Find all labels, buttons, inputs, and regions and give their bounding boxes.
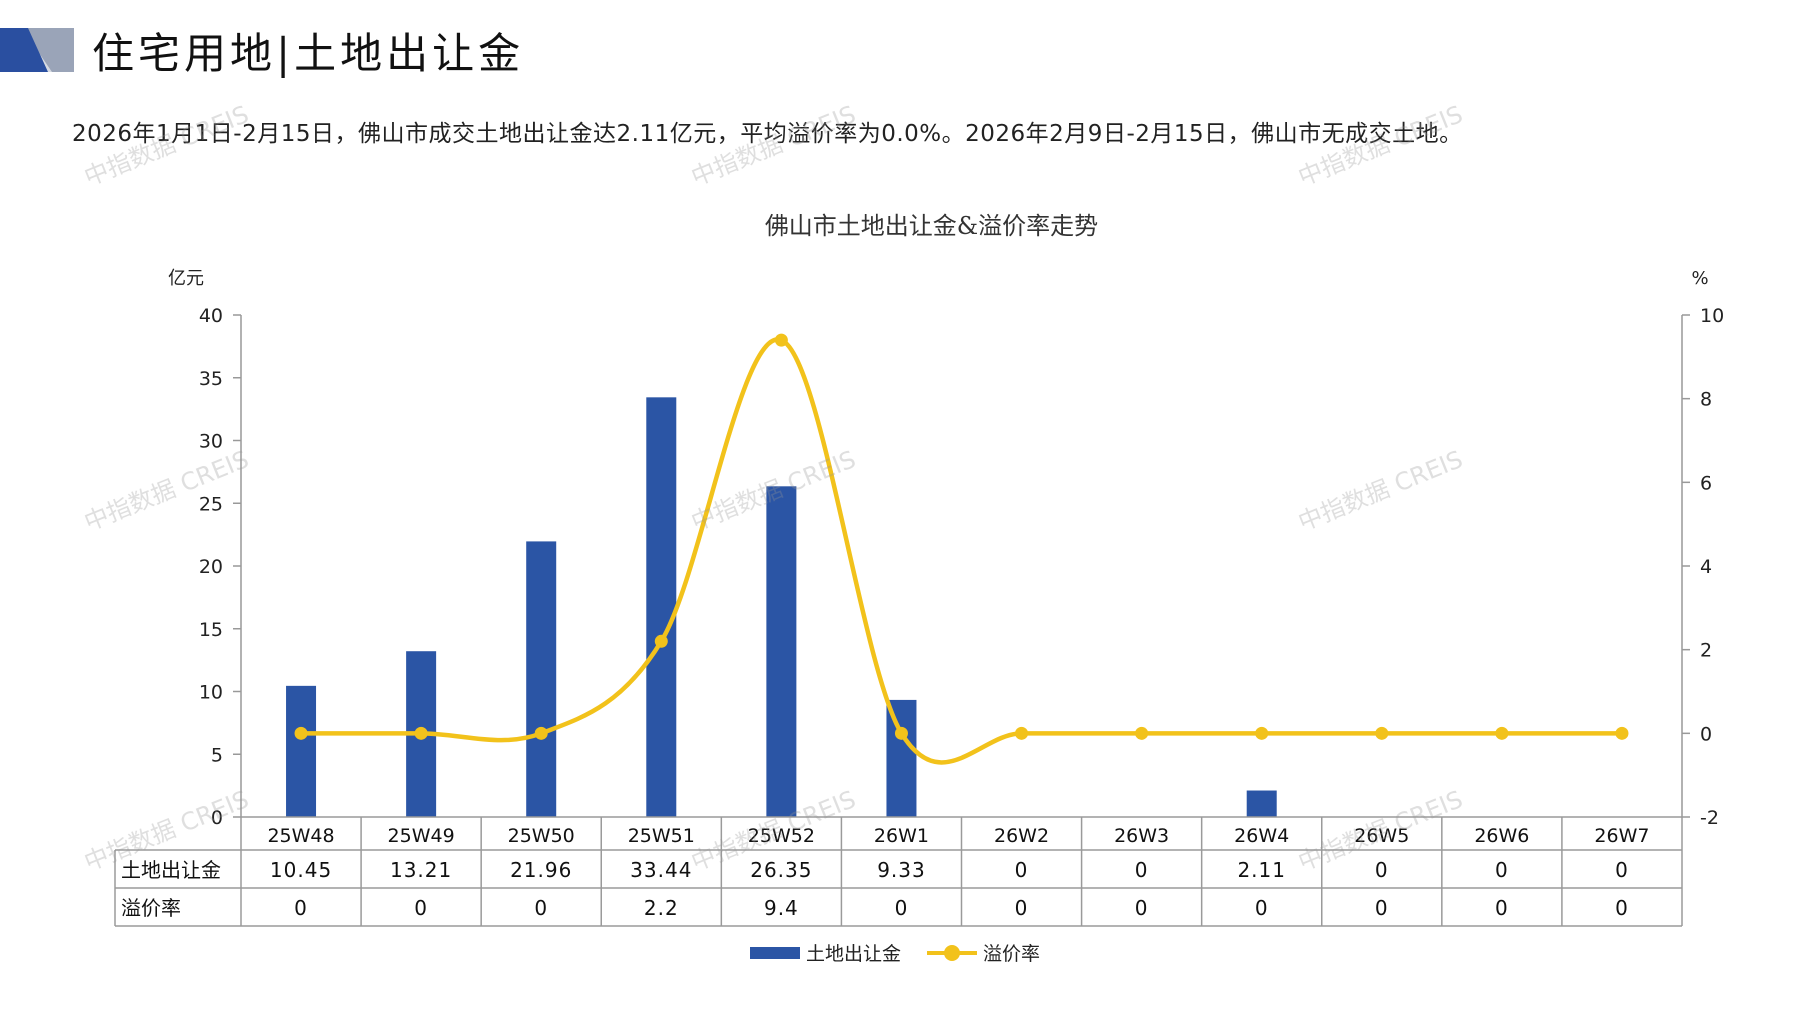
bar-26W1 bbox=[886, 699, 917, 817]
premium-rate-point-25W50 bbox=[534, 726, 548, 740]
left-axis-unit: 亿元 bbox=[168, 268, 204, 289]
premium-rate-point-26W7 bbox=[1615, 726, 1629, 740]
table-cell-land-fee: 9.33 bbox=[877, 858, 926, 882]
right-axis-tick-label: 4 bbox=[1700, 556, 1712, 578]
right-axis-tick-label: 8 bbox=[1700, 389, 1712, 411]
chart-title: 佛山市土地出让金&溢价率走势 bbox=[765, 212, 1098, 240]
left-axis-tick-label: 25 bbox=[199, 493, 223, 515]
premium-rate-point-25W51 bbox=[654, 634, 668, 648]
table-cell-land-fee: 13.21 bbox=[390, 858, 452, 882]
bar-25W51 bbox=[646, 397, 677, 817]
right-axis-tick-label: 10 bbox=[1700, 305, 1724, 327]
logo-shape-gray bbox=[22, 28, 74, 72]
x-axis-label-25W50: 25W50 bbox=[508, 825, 575, 847]
page-title: 住宅用地|土地出让金 bbox=[92, 29, 525, 78]
summary-text: 2026年1月1日-2月15日，佛山市成交土地出让金达2.11亿元，平均溢价率为… bbox=[72, 121, 1463, 147]
table-cell-premium-rate: 0 bbox=[414, 896, 428, 920]
legend-label-land-fee: 土地出让金 bbox=[806, 943, 902, 965]
table-cell-premium-rate: 0 bbox=[1375, 896, 1389, 920]
table-cell-land-fee: 26.35 bbox=[750, 858, 812, 882]
table-cell-land-fee: 2.11 bbox=[1237, 858, 1286, 882]
table-cell-premium-rate: 0 bbox=[1615, 896, 1629, 920]
table-cell-premium-rate: 0 bbox=[895, 896, 909, 920]
premium-rate-point-26W2 bbox=[1015, 726, 1029, 740]
table-row-header-land-fee: 土地出让金 bbox=[121, 858, 221, 882]
x-axis-label-26W2: 26W2 bbox=[994, 825, 1049, 847]
right-axis-tick-label: 2 bbox=[1700, 640, 1712, 662]
left-axis-tick-label: 10 bbox=[199, 682, 223, 704]
table-cell-land-fee: 0 bbox=[1015, 858, 1029, 882]
left-axis-tick-label: 40 bbox=[199, 305, 223, 327]
chart-legend: 土地出让金 溢价率 bbox=[750, 939, 1066, 966]
legend-swatch-bar bbox=[750, 946, 800, 959]
legend-item-premium-rate: 溢价率 bbox=[927, 939, 1040, 966]
left-axis-tick-label: 35 bbox=[199, 368, 223, 390]
table-cell-land-fee: 21.96 bbox=[510, 858, 572, 882]
table-cell-land-fee: 10.45 bbox=[270, 858, 332, 882]
table-cell-premium-rate: 9.4 bbox=[764, 896, 799, 920]
x-axis-label-26W7: 26W7 bbox=[1594, 825, 1649, 847]
x-axis-label-25W48: 25W48 bbox=[267, 825, 334, 847]
premium-rate-point-26W4 bbox=[1255, 726, 1269, 740]
premium-rate-point-25W48 bbox=[294, 726, 308, 740]
x-axis-label-25W52: 25W52 bbox=[748, 825, 815, 847]
table-cell-premium-rate: 2.2 bbox=[644, 896, 679, 920]
table-cell-land-fee: 0 bbox=[1135, 858, 1149, 882]
right-axis-tick-label: -2 bbox=[1700, 807, 1719, 829]
table-cell-premium-rate: 0 bbox=[1255, 896, 1269, 920]
x-axis-label-25W51: 25W51 bbox=[628, 825, 695, 847]
bar-25W48 bbox=[286, 685, 317, 817]
table-cell-land-fee: 0 bbox=[1375, 858, 1389, 882]
x-axis-label-26W4: 26W4 bbox=[1234, 825, 1289, 847]
x-axis-label-26W6: 26W6 bbox=[1474, 825, 1529, 847]
table-cell-premium-rate: 0 bbox=[294, 896, 308, 920]
table-cell-land-fee: 0 bbox=[1495, 858, 1509, 882]
legend-swatch-line bbox=[927, 944, 978, 961]
table-row-header-premium-rate: 溢价率 bbox=[121, 896, 181, 920]
logo-shape-blue bbox=[0, 28, 48, 72]
table-cell-premium-rate: 0 bbox=[1015, 896, 1029, 920]
premium-rate-point-26W6 bbox=[1495, 726, 1509, 740]
left-axis-tick-label: 30 bbox=[199, 431, 223, 453]
table-cell-land-fee: 0 bbox=[1615, 858, 1629, 882]
left-axis-tick-label: 20 bbox=[199, 556, 223, 578]
premium-rate-point-26W5 bbox=[1375, 726, 1389, 740]
legend-item-land-fee: 土地出让金 bbox=[750, 939, 901, 966]
premium-rate-point-26W3 bbox=[1135, 726, 1149, 740]
right-axis-tick-label: 0 bbox=[1700, 723, 1712, 745]
premium-rate-point-25W52 bbox=[774, 333, 788, 347]
x-axis-label-26W3: 26W3 bbox=[1114, 825, 1169, 847]
left-axis-tick-label: 15 bbox=[199, 619, 223, 641]
table-cell-land-fee: 33.44 bbox=[630, 858, 692, 882]
table-cell-premium-rate: 0 bbox=[1495, 896, 1509, 920]
table-cell-premium-rate: 0 bbox=[534, 896, 548, 920]
bar-25W52 bbox=[766, 486, 797, 817]
left-axis-tick-label: 5 bbox=[211, 744, 223, 766]
right-axis-tick-label: 6 bbox=[1700, 472, 1712, 494]
premium-rate-point-25W49 bbox=[414, 726, 428, 740]
bar-26W4 bbox=[1246, 790, 1277, 817]
premium-rate-line bbox=[301, 337, 1622, 765]
left-axis-tick-label: 0 bbox=[211, 807, 223, 829]
bar-25W50 bbox=[526, 541, 557, 817]
table-cell-premium-rate: 0 bbox=[1135, 896, 1149, 920]
right-axis-unit: % bbox=[1691, 268, 1708, 289]
x-axis-label-26W1: 26W1 bbox=[874, 825, 929, 847]
legend-label-premium-rate: 溢价率 bbox=[983, 943, 1041, 965]
x-axis-label-25W49: 25W49 bbox=[388, 825, 455, 847]
premium-rate-point-26W1 bbox=[894, 726, 908, 740]
logo-icon bbox=[0, 28, 74, 72]
x-axis-label-26W5: 26W5 bbox=[1354, 825, 1409, 847]
